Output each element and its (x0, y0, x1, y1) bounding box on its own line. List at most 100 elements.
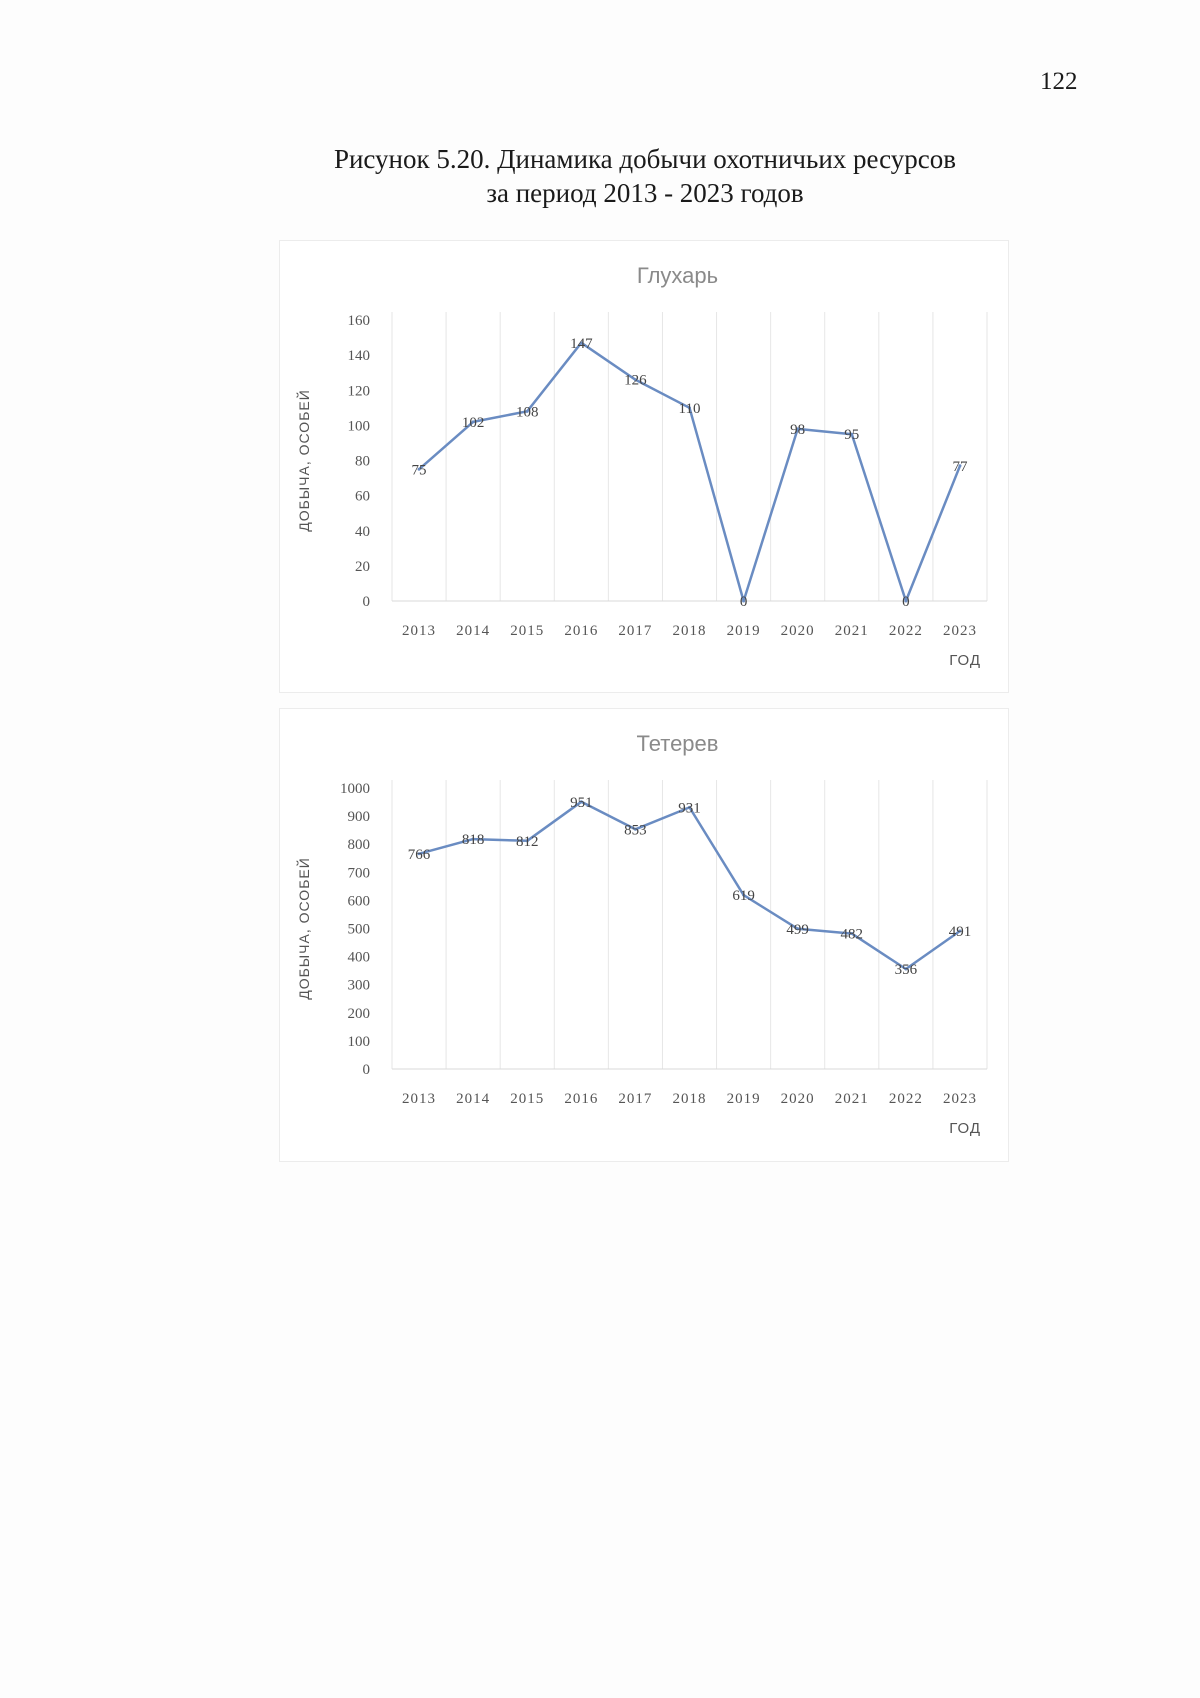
y-tick-label: 300 (348, 978, 371, 994)
data-label: 95 (844, 427, 859, 443)
figure-caption-line-1: Рисунок 5.20. Динамика добычи охотничьих… (333, 144, 957, 174)
page-number: 122 (1040, 68, 1078, 95)
y-tick-label: 100 (348, 1034, 371, 1050)
data-label: 853 (624, 822, 647, 838)
data-point (579, 800, 583, 804)
x-tick-label: 2020 (781, 1091, 815, 1107)
data-point (417, 467, 421, 471)
data-label: 75 (412, 462, 427, 478)
y-tick-label: 800 (348, 837, 371, 853)
y-tick-label: 600 (348, 893, 371, 909)
y-tick-label: 700 (348, 865, 371, 881)
data-point (796, 927, 800, 931)
data-point (471, 837, 475, 841)
x-tick-label: 2023 (943, 623, 977, 639)
x-tick-label: 2023 (943, 1091, 977, 1107)
data-label: 102 (462, 415, 485, 431)
y-tick-label: 100 (348, 418, 371, 434)
x-tick-label: 2021 (835, 1091, 869, 1107)
data-label: 110 (679, 401, 701, 417)
data-label: 619 (732, 888, 755, 904)
data-label: 931 (678, 800, 701, 816)
x-tick-label: 2015 (510, 623, 544, 639)
x-tick-label: 2021 (835, 623, 869, 639)
x-tick-label: 2014 (456, 623, 490, 639)
figure-caption-line-2: за период 2013 - 2023 годов (486, 178, 804, 208)
data-point (525, 409, 529, 413)
x-tick-label: 2014 (456, 1091, 490, 1107)
x-tick-label: 2017 (618, 1091, 652, 1107)
data-point (633, 378, 637, 382)
data-label: 77 (952, 459, 968, 475)
data-label: 951 (570, 795, 593, 811)
x-tick-label: 2018 (673, 623, 707, 639)
data-label: 0 (902, 594, 910, 610)
data-point (633, 827, 637, 831)
data-label: 818 (462, 832, 485, 848)
x-tick-label: 2018 (673, 1091, 707, 1107)
y-tick-label: 500 (348, 922, 371, 938)
data-point (688, 805, 691, 809)
data-label: 0 (740, 594, 748, 610)
y-tick-label: 80 (355, 454, 370, 470)
chart-title: Тетерев (637, 731, 719, 756)
y-tick-label: 20 (355, 559, 370, 575)
data-point (904, 967, 908, 971)
data-point (742, 599, 746, 603)
data-point (850, 432, 854, 436)
x-tick-label: 2019 (727, 1091, 761, 1107)
x-tick-label: 2013 (402, 623, 436, 639)
x-tick-label: 2013 (402, 1091, 436, 1107)
x-axis-title: ГОД (949, 1120, 981, 1137)
data-label: 126 (624, 373, 647, 389)
y-tick-label: 400 (348, 950, 371, 966)
chart-title: Глухарь (637, 263, 718, 288)
data-label: 356 (895, 962, 918, 978)
y-tick-label: 1000 (340, 781, 370, 797)
data-point (904, 599, 908, 603)
data-label: 482 (841, 927, 864, 943)
data-label: 491 (949, 924, 972, 940)
data-label: 98 (790, 422, 805, 438)
x-tick-label: 2016 (564, 623, 598, 639)
x-tick-label: 2022 (889, 623, 923, 639)
data-label: 766 (408, 847, 431, 863)
data-point (525, 839, 529, 843)
chart-panel-black-grouse: Тетерев 0 100 200 300 400 500 600 700 800 900 1000 Д… (279, 708, 1009, 1162)
figure-caption: Рисунок 5.20. Динамика добычи охотничьих… (200, 142, 1090, 210)
data-point (742, 893, 746, 897)
y-tick-label: 160 (348, 313, 371, 329)
data-point (958, 929, 962, 933)
x-tick-label: 2020 (781, 623, 815, 639)
y-tick-label: 200 (348, 1006, 371, 1022)
y-tick-label: 40 (355, 524, 370, 540)
y-tick-label: 0 (363, 594, 371, 610)
x-tick-label: 2017 (618, 623, 652, 639)
data-label: 147 (570, 336, 593, 352)
line-chart-black-grouse: Тетерев 0 100 200 300 400 500 600 700 800 900 1000 Д… (295, 731, 988, 1137)
y-tick-label: 140 (348, 348, 371, 364)
data-point (579, 341, 583, 345)
data-label: 108 (516, 404, 539, 420)
data-label: 499 (786, 922, 809, 938)
line-chart-capercaillie: Глухарь 0 20 40 60 80 100 120 140 160 ДОБЫЧА, ОСОБ… (295, 263, 988, 669)
y-tick-label: 900 (348, 809, 371, 825)
x-tick-label: 2015 (510, 1091, 544, 1107)
y-axis-title: ДОБЫЧА, ОСОБЕЙ (295, 857, 312, 1000)
x-tick-label: 2016 (564, 1091, 598, 1107)
x-tick-label: 2022 (889, 1091, 923, 1107)
data-point (850, 932, 854, 936)
data-point (471, 420, 475, 424)
data-point (417, 852, 421, 856)
data-point (796, 427, 800, 431)
data-point (688, 406, 691, 410)
y-tick-label: 0 (363, 1062, 371, 1078)
data-point (958, 464, 962, 468)
chart-panel-capercaillie: Глухарь 0 20 40 60 80 100 120 140 160 ДОБЫЧА, ОСОБ… (279, 240, 1009, 693)
data-label: 812 (516, 834, 539, 850)
y-tick-label: 120 (348, 383, 371, 399)
y-tick-label: 60 (355, 489, 370, 505)
y-axis-title: ДОБЫЧА, ОСОБЕЙ (295, 389, 312, 532)
x-axis-title: ГОД (949, 652, 981, 669)
x-tick-label: 2019 (727, 623, 761, 639)
